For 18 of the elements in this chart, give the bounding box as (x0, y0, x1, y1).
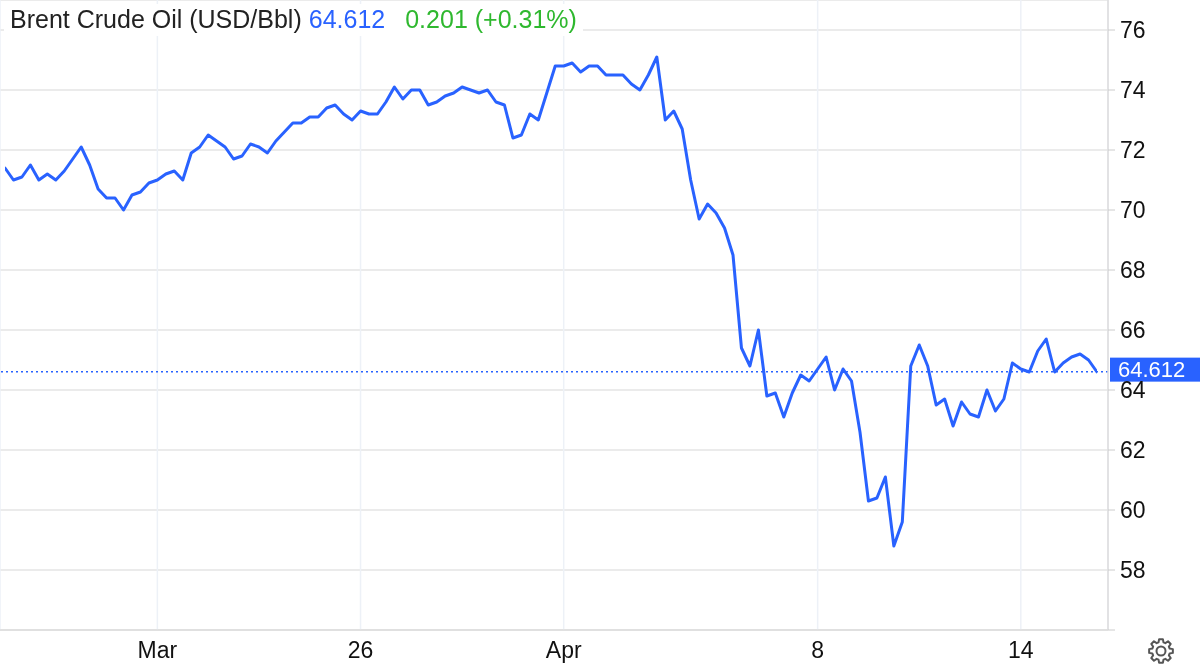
y-tick-label: 70 (1120, 197, 1146, 224)
x-tick-label: 8 (811, 637, 825, 664)
y-tick-label: 76 (1120, 17, 1146, 44)
chart-title: Brent Crude Oil (USD/Bbl) (10, 5, 302, 33)
y-tick-label: 58 (1120, 557, 1146, 584)
y-tick-label: 72 (1120, 137, 1146, 164)
y-tick-label: 74 (1120, 77, 1146, 104)
y-tick-label: 66 (1120, 317, 1146, 344)
x-tick-label: Apr (545, 637, 582, 664)
y-tick-label: 60 (1120, 497, 1146, 524)
annotation: 64.612 (308, 5, 386, 33)
x-tick-label: 26 (347, 637, 374, 664)
x-tick-label: Mar (137, 637, 178, 664)
y-tick-label: 62 (1120, 437, 1146, 464)
y-tick-label: 68 (1120, 257, 1146, 284)
y-tick-label: 64 (1120, 377, 1146, 404)
x-tick-label: 14 (1008, 637, 1034, 664)
annotation: 0.201 (+0.31%) (405, 5, 577, 33)
